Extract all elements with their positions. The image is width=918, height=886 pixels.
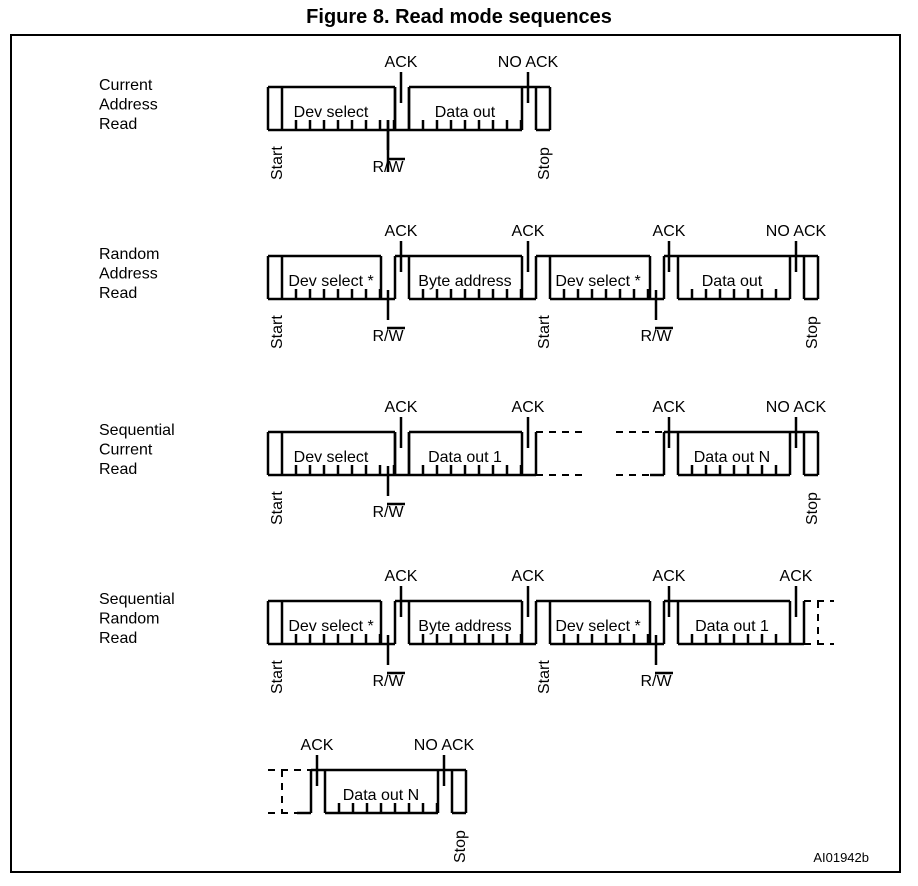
field-label-data-out-1: Data out 1 [428, 449, 502, 466]
field-label-dev-select: Dev select [294, 104, 369, 121]
field-label-data-out-n: Data out N [343, 787, 419, 804]
ack-label: ACK [653, 568, 686, 585]
sequence-label-line: Random [99, 246, 159, 263]
sequence-label-line: Address [99, 97, 158, 114]
field-label-dev-select: Dev select * [555, 273, 640, 290]
field-label-data-out-1: Data out 1 [695, 618, 769, 635]
figure-frame [10, 34, 901, 873]
start-label: Start [536, 660, 553, 694]
start-label: Start [269, 146, 286, 180]
sequence-label-line: Current [99, 77, 153, 94]
ack-label: ACK [653, 223, 686, 240]
field-label-dev-select: Dev select [294, 449, 369, 466]
ack-label: ACK [512, 223, 545, 240]
rw-label: R/W [372, 159, 404, 176]
stop-label: Stop [452, 830, 469, 863]
no-ack-label: NO ACK [766, 223, 827, 240]
rw-label: R/W [640, 673, 672, 690]
ack-label: ACK [512, 568, 545, 585]
field-label-dev-select: Dev select * [288, 618, 373, 635]
sequence-label-line: Read [99, 461, 137, 478]
rw-label: R/W [640, 328, 672, 345]
figure-title: Figure 8. Read mode sequences [306, 6, 612, 28]
ack-label: ACK [512, 399, 545, 416]
field-label-data-out: Data out [702, 273, 763, 290]
stop-label: Stop [536, 147, 553, 180]
start-label: Start [536, 315, 553, 349]
sequence-label-line: Read [99, 285, 137, 302]
ack-label: ACK [653, 399, 686, 416]
ack-label: ACK [301, 737, 334, 754]
rw-label: R/W [372, 504, 404, 521]
start-label: Start [269, 315, 286, 349]
start-label: Start [269, 660, 286, 694]
field-label-dev-select: Dev select * [288, 273, 373, 290]
sequence-label-line: Current [99, 442, 153, 459]
start-label: Start [269, 491, 286, 525]
ack-label: ACK [780, 568, 813, 585]
sequence-label-line: Read [99, 630, 137, 647]
no-ack-label: NO ACK [498, 54, 559, 71]
ack-label: ACK [385, 399, 418, 416]
stop-label: Stop [804, 316, 821, 349]
stop-label: Stop [804, 492, 821, 525]
field-label-dev-select: Dev select * [555, 618, 640, 635]
ack-label: ACK [385, 568, 418, 585]
sequence-label-line: Read [99, 116, 137, 133]
field-label-data-out: Data out [435, 104, 496, 121]
rw-label: R/W [372, 328, 404, 345]
no-ack-label: NO ACK [414, 737, 475, 754]
field-label-data-out-n: Data out N [694, 449, 770, 466]
rw-label: R/W [372, 673, 404, 690]
sequence-label-line: Sequential [99, 591, 175, 608]
figure-reference: AI01942b [813, 850, 869, 865]
sequence-label-line: Random [99, 611, 159, 628]
sequence-label-line: Sequential [99, 422, 175, 439]
ack-label: ACK [385, 223, 418, 240]
field-label-byte-address: Byte address [418, 618, 511, 635]
sequence-label-line: Address [99, 266, 158, 283]
ack-label: ACK [385, 54, 418, 71]
field-label-byte-address: Byte address [418, 273, 511, 290]
no-ack-label: NO ACK [766, 399, 827, 416]
